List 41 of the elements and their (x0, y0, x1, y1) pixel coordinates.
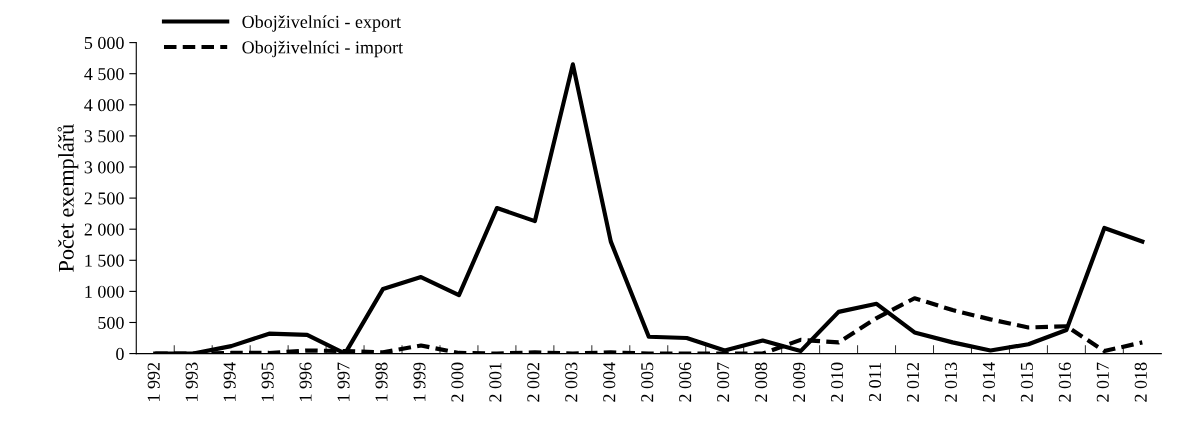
y-axis-title: Počet exemplářů (57, 124, 79, 272)
x-tick-label: 2 007 (717, 362, 730, 402)
x-tick-label: 2 005 (641, 362, 654, 402)
y-tick-label: 1 000 (85, 285, 124, 298)
x-tick-label: 1 999 (413, 362, 426, 401)
x-tick-label: 1 993 (185, 362, 198, 401)
x-tick-label: 2 012 (906, 362, 920, 402)
x-tick-label: 2 018 (1134, 362, 1147, 402)
y-tick-label: 4 000 (84, 99, 124, 112)
x-tick-label: 1 998 (375, 362, 388, 401)
y-tick-label: 1 500 (85, 254, 124, 267)
x-tick-label: 2 000 (451, 362, 464, 402)
y-tick-label: 0 (116, 347, 124, 361)
x-tick-label: 2 016 (1058, 362, 1071, 402)
x-tick-label: 2 002 (527, 362, 540, 402)
y-tick-label: 500 (98, 316, 124, 329)
x-tick-label: 2 017 (1096, 362, 1109, 402)
y-tick-label: 4 500 (84, 67, 124, 81)
y-tick-label: 3 000 (84, 161, 124, 174)
x-tick-label: 2 013 (944, 362, 958, 402)
x-tick-label: 2 010 (830, 362, 844, 402)
legend-label: Obojživelníci - export (242, 15, 401, 32)
x-tick-label: 2 015 (1020, 362, 1033, 402)
x-tick-label: 1 992 (147, 362, 160, 401)
x-tick-label: 1 997 (337, 362, 350, 401)
y-tick-label: 3 500 (84, 130, 124, 143)
x-tick-label: 2 004 (603, 362, 616, 402)
x-tick-label: 2 001 (489, 363, 502, 402)
x-tick-label: 2 009 (792, 362, 806, 402)
x-tick-label: 1 996 (299, 362, 312, 401)
legend-label: Obojživelníci - import (242, 40, 403, 58)
x-tick-label: 2 014 (982, 362, 995, 402)
y-tick-label: 5 000 (84, 36, 124, 50)
x-tick-label: 1 994 (223, 362, 236, 401)
y-tick-label: 2 500 (84, 192, 124, 205)
x-tick-label: 2 006 (679, 362, 692, 402)
y-tick-label: 2 000 (84, 223, 124, 236)
x-tick-label: 2 011 (868, 363, 882, 402)
x-tick-label: 2 003 (565, 362, 578, 402)
x-tick-label: 2 008 (755, 362, 768, 402)
x-tick-label: 1 995 (261, 362, 274, 401)
